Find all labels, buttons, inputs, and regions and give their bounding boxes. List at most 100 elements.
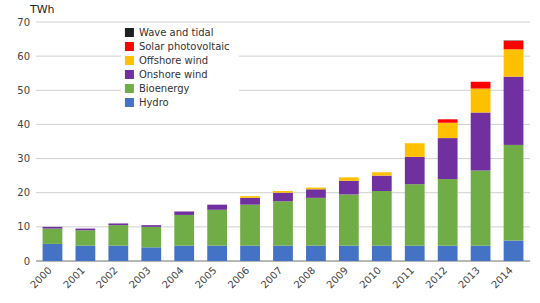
bar-segment	[240, 196, 260, 197]
bar-segment	[76, 230, 96, 245]
x-tick-label: 2003	[127, 265, 153, 291]
bar-segment	[174, 211, 194, 212]
legend-swatch	[125, 42, 134, 51]
x-tick-label: 2011	[390, 265, 416, 291]
legend-label: Bioenergy	[139, 83, 190, 94]
y-tick-label: 20	[17, 187, 30, 198]
bar-segment	[141, 225, 161, 227]
bar-segment	[504, 241, 524, 261]
bar-segment	[504, 41, 524, 50]
bar-segment	[273, 191, 293, 193]
bar-segment	[141, 227, 161, 247]
x-tick-label: 2010	[357, 265, 383, 291]
bar-segment	[108, 223, 128, 225]
bar-segment	[471, 246, 491, 261]
bar-segment	[108, 225, 128, 245]
bar-segment	[372, 172, 392, 175]
legend-swatch	[125, 70, 134, 79]
y-tick-label: 30	[17, 153, 30, 164]
bar-segment	[174, 211, 194, 212]
legend-background	[121, 23, 239, 113]
bar-segment	[76, 229, 96, 231]
bar-segment	[306, 188, 326, 190]
grid-line	[36, 90, 530, 91]
bar-segment	[405, 184, 425, 245]
bar-segment	[438, 246, 458, 261]
bar-segment	[438, 138, 458, 179]
bar-segment	[471, 112, 491, 170]
bar-segment	[471, 171, 491, 246]
chart: 0102030405060702000200120022003200420052…	[0, 0, 540, 303]
bar-segment	[240, 198, 260, 205]
bar-segment	[504, 145, 524, 241]
legend-label: Wave and tidal	[139, 27, 214, 38]
bar-segment	[405, 143, 425, 144]
bar-segment	[339, 177, 359, 180]
x-tick-label: 2002	[94, 265, 120, 291]
legend-label: Offshore wind	[139, 55, 208, 66]
bar-segment	[43, 227, 63, 229]
bar-segment	[372, 172, 392, 173]
bar-segment	[471, 81, 491, 82]
bar-segment	[43, 229, 63, 244]
y-tick-label: 10	[17, 221, 30, 232]
bar-segment	[405, 143, 425, 144]
bar-segment	[43, 226, 63, 227]
bar-segment	[207, 204, 227, 205]
bar-segment	[43, 226, 63, 227]
y-tick-label: 60	[17, 51, 30, 62]
x-tick-label: 2004	[160, 265, 186, 291]
y-tick-label: 70	[17, 17, 30, 28]
bar-segment	[372, 176, 392, 191]
bar-segment	[405, 157, 425, 184]
bar-segment	[240, 205, 260, 246]
bar-segment	[471, 82, 491, 89]
legend-label: Onshore wind	[139, 69, 208, 80]
bar-segment	[76, 246, 96, 261]
bars	[43, 40, 524, 261]
bar-segment	[273, 191, 293, 192]
bar-segment	[273, 191, 293, 192]
y-tick-label: 50	[17, 85, 30, 96]
bar-segment	[108, 246, 128, 261]
bar-segment	[339, 177, 359, 178]
bar-segment	[438, 119, 458, 120]
y-tick-label: 40	[17, 119, 30, 130]
bar-segment	[174, 211, 194, 214]
bar-segment	[273, 201, 293, 245]
bar-segment	[339, 177, 359, 178]
bar-segment	[43, 244, 63, 261]
x-tick-label: 2013	[456, 265, 482, 291]
bar-segment	[76, 228, 96, 229]
bar-segment	[306, 187, 326, 188]
bar-segment	[339, 181, 359, 195]
bar-segment	[306, 187, 326, 188]
bar-segment	[207, 205, 227, 210]
bar-segment	[76, 228, 96, 229]
bar-segment	[108, 223, 128, 224]
grid-line	[36, 22, 530, 23]
bar-segment	[174, 215, 194, 246]
bar-segment	[438, 123, 458, 138]
bar-segment	[471, 89, 491, 113]
bar-segment	[504, 40, 524, 41]
bar-segment	[306, 246, 326, 261]
bar-segment	[438, 179, 458, 246]
y-axis-label: TWh	[29, 3, 55, 16]
grid-line	[36, 56, 530, 57]
series	[43, 77, 524, 231]
bar-segment	[504, 49, 524, 76]
bar-segment	[339, 194, 359, 245]
series	[240, 49, 523, 198]
x-tick-label: 2005	[193, 265, 219, 291]
bar-segment	[141, 225, 161, 226]
bar-segment	[141, 225, 161, 226]
bar-segment	[306, 189, 326, 198]
bar-segment	[141, 225, 161, 226]
bar-segment	[339, 246, 359, 261]
bar-segment	[108, 223, 128, 224]
y-tick-label: 0	[24, 256, 30, 267]
bar-segment	[438, 119, 458, 122]
x-tick-label: 2006	[226, 265, 252, 291]
bar-segment	[108, 223, 128, 224]
